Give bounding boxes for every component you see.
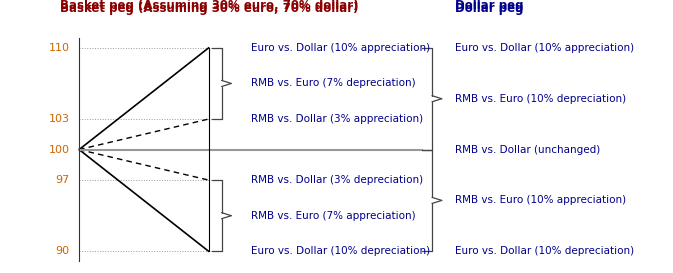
Text: Euro vs. Dollar (10% depreciation): Euro vs. Dollar (10% depreciation) [455, 246, 634, 256]
Text: 110: 110 [48, 43, 69, 53]
Text: RMB vs. Dollar (3% appreciation): RMB vs. Dollar (3% appreciation) [251, 114, 423, 124]
Text: 90: 90 [55, 246, 69, 256]
Text: Dollar peg: Dollar peg [455, 0, 523, 12]
Text: RMB vs. Euro (10% depreciation): RMB vs. Euro (10% depreciation) [455, 94, 626, 104]
Text: RMB vs. Dollar (unchanged): RMB vs. Dollar (unchanged) [455, 145, 600, 155]
Text: Dollar peg: Dollar peg [455, 2, 523, 15]
Text: RMB vs. Euro (7% appreciation): RMB vs. Euro (7% appreciation) [251, 211, 415, 221]
Text: 100: 100 [48, 145, 69, 155]
Text: Euro vs. Dollar (10% appreciation): Euro vs. Dollar (10% appreciation) [251, 43, 430, 53]
Text: Basket peg (Assuming 30% euro, 70% dollar): Basket peg (Assuming 30% euro, 70% dolla… [60, 2, 358, 15]
Text: RMB vs. Dollar (3% depreciation): RMB vs. Dollar (3% depreciation) [251, 175, 423, 185]
Text: 97: 97 [55, 175, 69, 185]
Text: RMB vs. Euro (10% appreciation): RMB vs. Euro (10% appreciation) [455, 195, 626, 205]
Text: 103: 103 [48, 114, 69, 124]
Text: Euro vs. Dollar (10% appreciation): Euro vs. Dollar (10% appreciation) [455, 43, 634, 53]
Text: Euro vs. Dollar (10% depreciation): Euro vs. Dollar (10% depreciation) [251, 246, 430, 256]
Text: RMB vs. Euro (7% depreciation): RMB vs. Euro (7% depreciation) [251, 78, 415, 88]
Text: Basket peg (Assuming 30% euro, 70% dollar): Basket peg (Assuming 30% euro, 70% dolla… [60, 0, 358, 12]
